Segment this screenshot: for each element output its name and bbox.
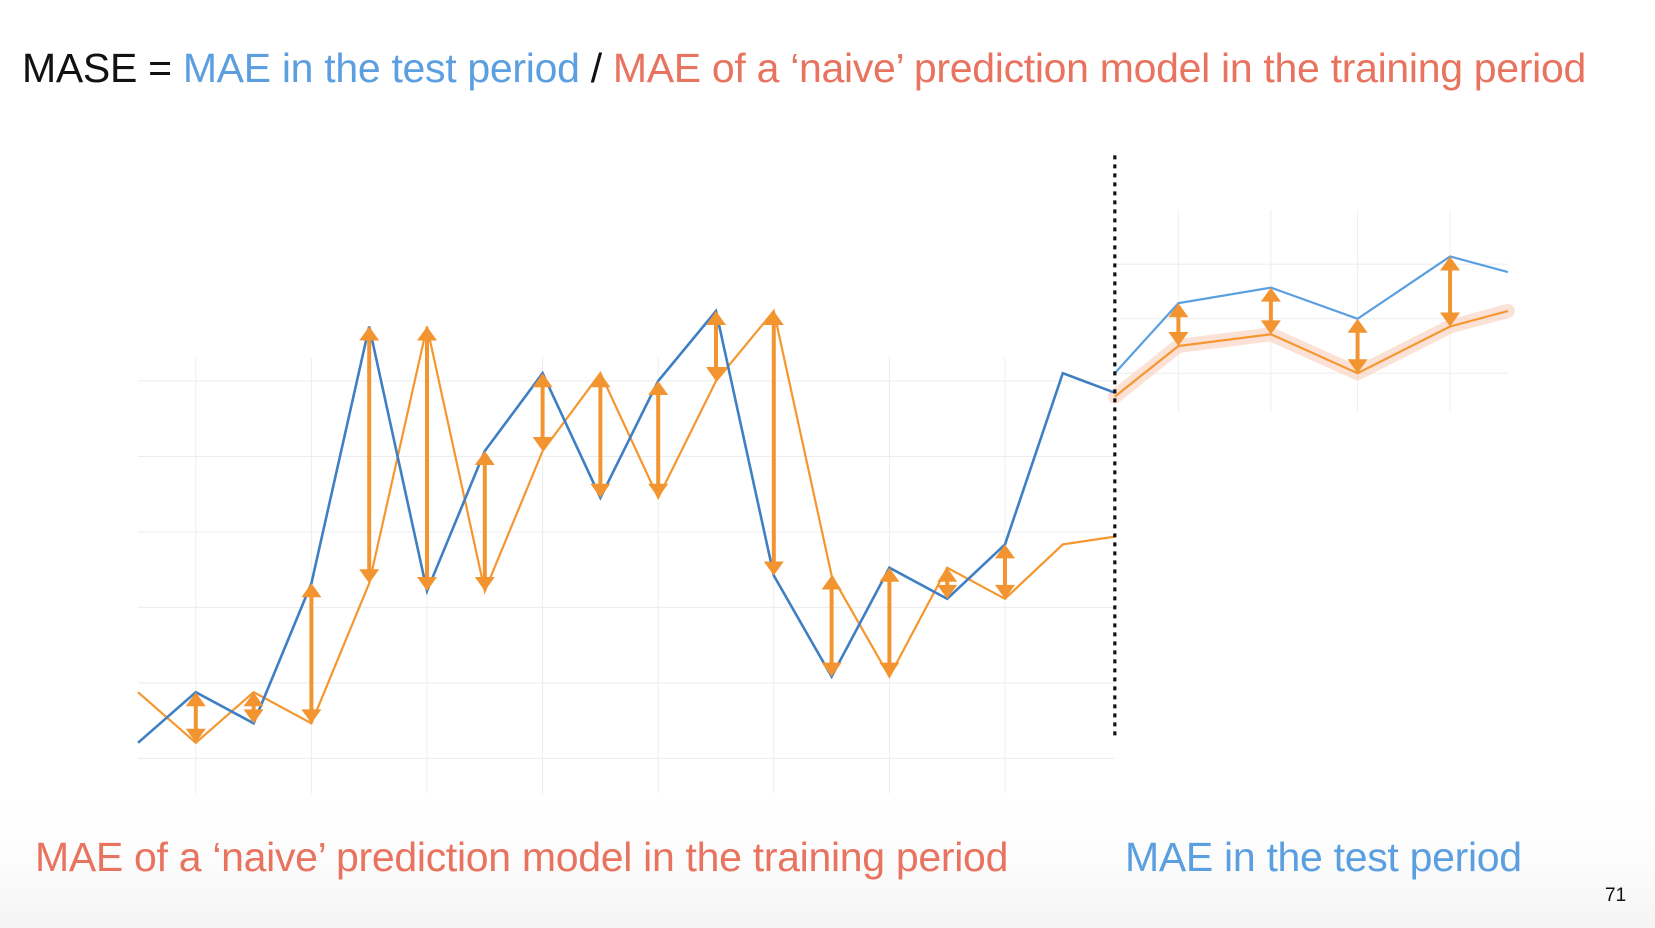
arrow-head-down <box>763 561 784 576</box>
arrow-head-up <box>243 692 264 707</box>
arrow-head-up <box>301 583 322 598</box>
formula-lhs: MASE = <box>22 45 172 91</box>
arrow-head-down <box>648 483 669 498</box>
arrow-head-up <box>417 326 437 341</box>
arrow-head-up <box>821 575 842 590</box>
arrow-head-up <box>879 567 900 582</box>
series-lines <box>137 255 1509 745</box>
arrow-head-down <box>821 662 842 677</box>
arrow-head-up <box>995 544 1015 559</box>
arrow-head-up <box>185 692 206 707</box>
arrow-head-down <box>532 437 553 452</box>
actual-series-line <box>137 308 1116 744</box>
mase-formula: MASE = MAE in the test period / MAE of a… <box>22 40 1586 96</box>
training-error-arrow <box>648 381 669 498</box>
arrow-head-down <box>1260 320 1281 335</box>
arrow-head-down <box>590 483 611 498</box>
arrow-head-up <box>706 310 726 325</box>
arrow-head-up <box>474 451 495 466</box>
training-error-arrow <box>301 583 322 724</box>
error-arrows <box>185 256 1461 743</box>
arrow-head-up <box>1168 303 1189 318</box>
training-error-arrow <box>243 692 264 724</box>
test-period-label: MAE in the test period <box>1125 834 1522 880</box>
arrow-head-down <box>474 577 495 592</box>
training-error-arrow <box>474 451 495 592</box>
training-error-arrow <box>359 326 380 584</box>
page-number: 71 <box>1605 885 1627 906</box>
training-error-arrow <box>590 373 611 498</box>
arrow-head-up <box>648 381 669 395</box>
naive-series-line <box>137 308 1115 745</box>
training-error-arrow <box>417 326 437 592</box>
forecast-series-line <box>1114 309 1509 398</box>
grid <box>138 209 1508 794</box>
training-error-arrow <box>185 692 206 743</box>
arrow-head-down <box>1168 331 1189 346</box>
arrow-head-down <box>185 728 206 743</box>
test-error-arrow <box>1260 287 1281 335</box>
bottom-fade <box>0 780 1655 928</box>
arrow-head-up <box>1347 318 1368 333</box>
formula-numerator: MAE in the test period <box>182 45 580 91</box>
arrow-head-up <box>937 567 958 582</box>
test-error-arrow <box>1347 318 1368 374</box>
arrow-head-down <box>243 709 264 724</box>
formula-denominator: MAE of a ‘naive’ prediction model in the… <box>612 45 1586 91</box>
training-error-arrow <box>706 310 726 381</box>
test-error-arrow <box>1440 256 1461 327</box>
arrow-head-down <box>995 584 1015 599</box>
test-actual-series-line <box>1113 255 1509 374</box>
arrow-head-down <box>1347 359 1368 374</box>
training-error-arrow <box>821 575 842 677</box>
formula-divider: / <box>590 45 602 91</box>
arrow-head-up <box>532 373 553 388</box>
arrow-head-up <box>359 326 380 341</box>
arrow-head-up <box>763 310 784 325</box>
arrow-head-down <box>1440 312 1461 327</box>
arrow-head-up <box>1440 256 1461 271</box>
arrow-head-down <box>879 662 900 677</box>
test-error-arrow <box>1168 303 1189 346</box>
arrow-head-down <box>417 577 437 592</box>
training-error-arrow <box>879 567 900 677</box>
arrow-head-down <box>359 569 380 584</box>
arrow-head-down <box>937 584 958 599</box>
training-error-arrow <box>995 544 1015 599</box>
arrow-head-down <box>301 709 322 724</box>
arrow-head-up <box>590 373 611 388</box>
training-period-label: MAE of a ‘naive’ prediction model in the… <box>35 834 1009 880</box>
arrow-head-up <box>1260 287 1281 302</box>
training-error-arrow <box>763 310 784 576</box>
training-error-arrow <box>532 373 553 452</box>
training-error-arrow <box>937 567 958 599</box>
arrow-head-down <box>706 367 726 381</box>
